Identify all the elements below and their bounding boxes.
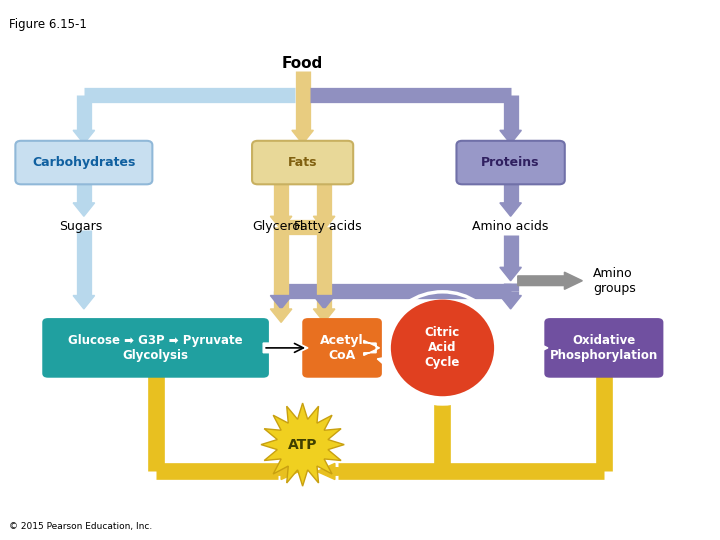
FancyArrow shape: [500, 203, 521, 217]
FancyBboxPatch shape: [42, 318, 269, 377]
FancyArrow shape: [500, 130, 521, 144]
Text: Food: Food: [282, 56, 323, 71]
FancyBboxPatch shape: [15, 141, 153, 184]
FancyArrow shape: [73, 295, 94, 309]
FancyArrow shape: [73, 130, 94, 144]
FancyArrow shape: [313, 309, 335, 322]
FancyArrow shape: [384, 318, 397, 329]
Text: Fatty acids: Fatty acids: [294, 220, 361, 233]
Text: Amino acids: Amino acids: [472, 220, 549, 233]
Text: Figure 6.15-1: Figure 6.15-1: [9, 17, 86, 30]
FancyArrow shape: [364, 340, 379, 355]
FancyBboxPatch shape: [252, 141, 354, 184]
FancyArrow shape: [270, 217, 292, 230]
FancyArrow shape: [377, 356, 390, 367]
FancyArrow shape: [317, 463, 338, 480]
Text: Carbohydrates: Carbohydrates: [32, 156, 135, 169]
FancyArrow shape: [500, 295, 521, 309]
Text: Sugars: Sugars: [58, 220, 102, 233]
Text: Fats: Fats: [288, 156, 318, 169]
Text: © 2015 Pearson Education, Inc.: © 2015 Pearson Education, Inc.: [9, 522, 152, 531]
Ellipse shape: [391, 300, 494, 396]
Text: ATP: ATP: [288, 437, 318, 451]
FancyArrow shape: [313, 295, 335, 309]
Text: Glucose ➡ G3P ➡ Pyruvate
Glycolysis: Glucose ➡ G3P ➡ Pyruvate Glycolysis: [68, 334, 243, 362]
FancyArrow shape: [73, 203, 94, 217]
FancyArrow shape: [518, 272, 582, 289]
Text: Proteins: Proteins: [482, 156, 540, 169]
FancyArrow shape: [505, 340, 548, 355]
FancyBboxPatch shape: [456, 141, 564, 184]
FancyBboxPatch shape: [302, 318, 382, 377]
FancyArrow shape: [277, 463, 299, 480]
FancyArrow shape: [500, 267, 521, 281]
Text: Amino
groups: Amino groups: [593, 267, 636, 295]
FancyArrow shape: [488, 318, 500, 329]
Text: Oxidative
Phosphorylation: Oxidative Phosphorylation: [550, 334, 658, 362]
FancyArrow shape: [270, 295, 292, 309]
Text: Acetyl
CoA: Acetyl CoA: [320, 334, 364, 362]
FancyArrow shape: [313, 217, 335, 230]
Polygon shape: [261, 403, 344, 486]
Text: Citric
Acid
Cycle: Citric Acid Cycle: [425, 326, 460, 369]
FancyArrow shape: [270, 309, 292, 322]
Text: Glycerol: Glycerol: [252, 220, 303, 233]
FancyArrow shape: [264, 340, 308, 355]
FancyArrow shape: [292, 130, 313, 144]
FancyArrow shape: [495, 356, 508, 367]
FancyBboxPatch shape: [544, 318, 663, 377]
